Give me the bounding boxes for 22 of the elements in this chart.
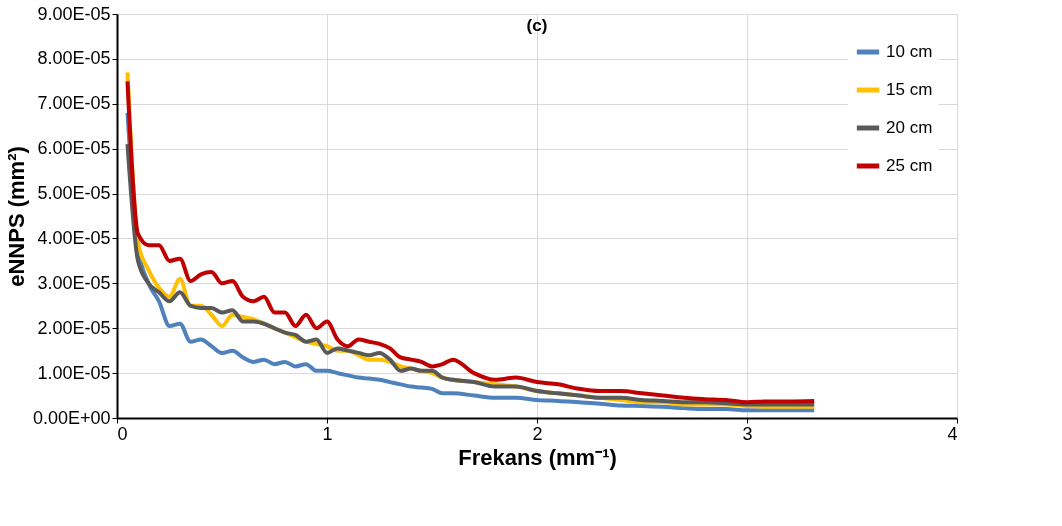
x-tick-label: 1 — [322, 423, 333, 444]
y-tick-label: 3.00E-05 — [37, 272, 111, 293]
y-tick-label: 1.00E-05 — [37, 362, 111, 383]
x-tick-label: 2 — [532, 423, 543, 444]
y-tick-label: 8.00E-05 — [37, 48, 111, 69]
legend-label: 15 cm — [886, 80, 933, 99]
chart-title: (c) — [526, 16, 548, 35]
x-tick-label: 3 — [742, 423, 753, 444]
y-tick-label: 0.00E+00 — [32, 407, 111, 428]
y-tick-label: 6.00E-05 — [37, 138, 111, 159]
x-tick-label: 0 — [117, 423, 128, 444]
x-tick-label: 4 — [947, 423, 958, 444]
y-tick-label: 9.00E-05 — [37, 3, 111, 24]
legend-label: 25 cm — [886, 156, 933, 175]
y-tick-label: 5.00E-05 — [37, 183, 111, 204]
y-tick-label: 7.00E-05 — [37, 93, 111, 114]
x-axis-title: Frekans (mm⁻¹) — [458, 444, 617, 470]
legend-label: 10 cm — [886, 42, 933, 61]
y-tick-label: 4.00E-05 — [37, 227, 111, 248]
y-axis-title: eNNPS (mm²) — [3, 146, 29, 287]
y-tick-label: 2.00E-05 — [37, 317, 111, 338]
legend-label: 20 cm — [886, 118, 933, 137]
